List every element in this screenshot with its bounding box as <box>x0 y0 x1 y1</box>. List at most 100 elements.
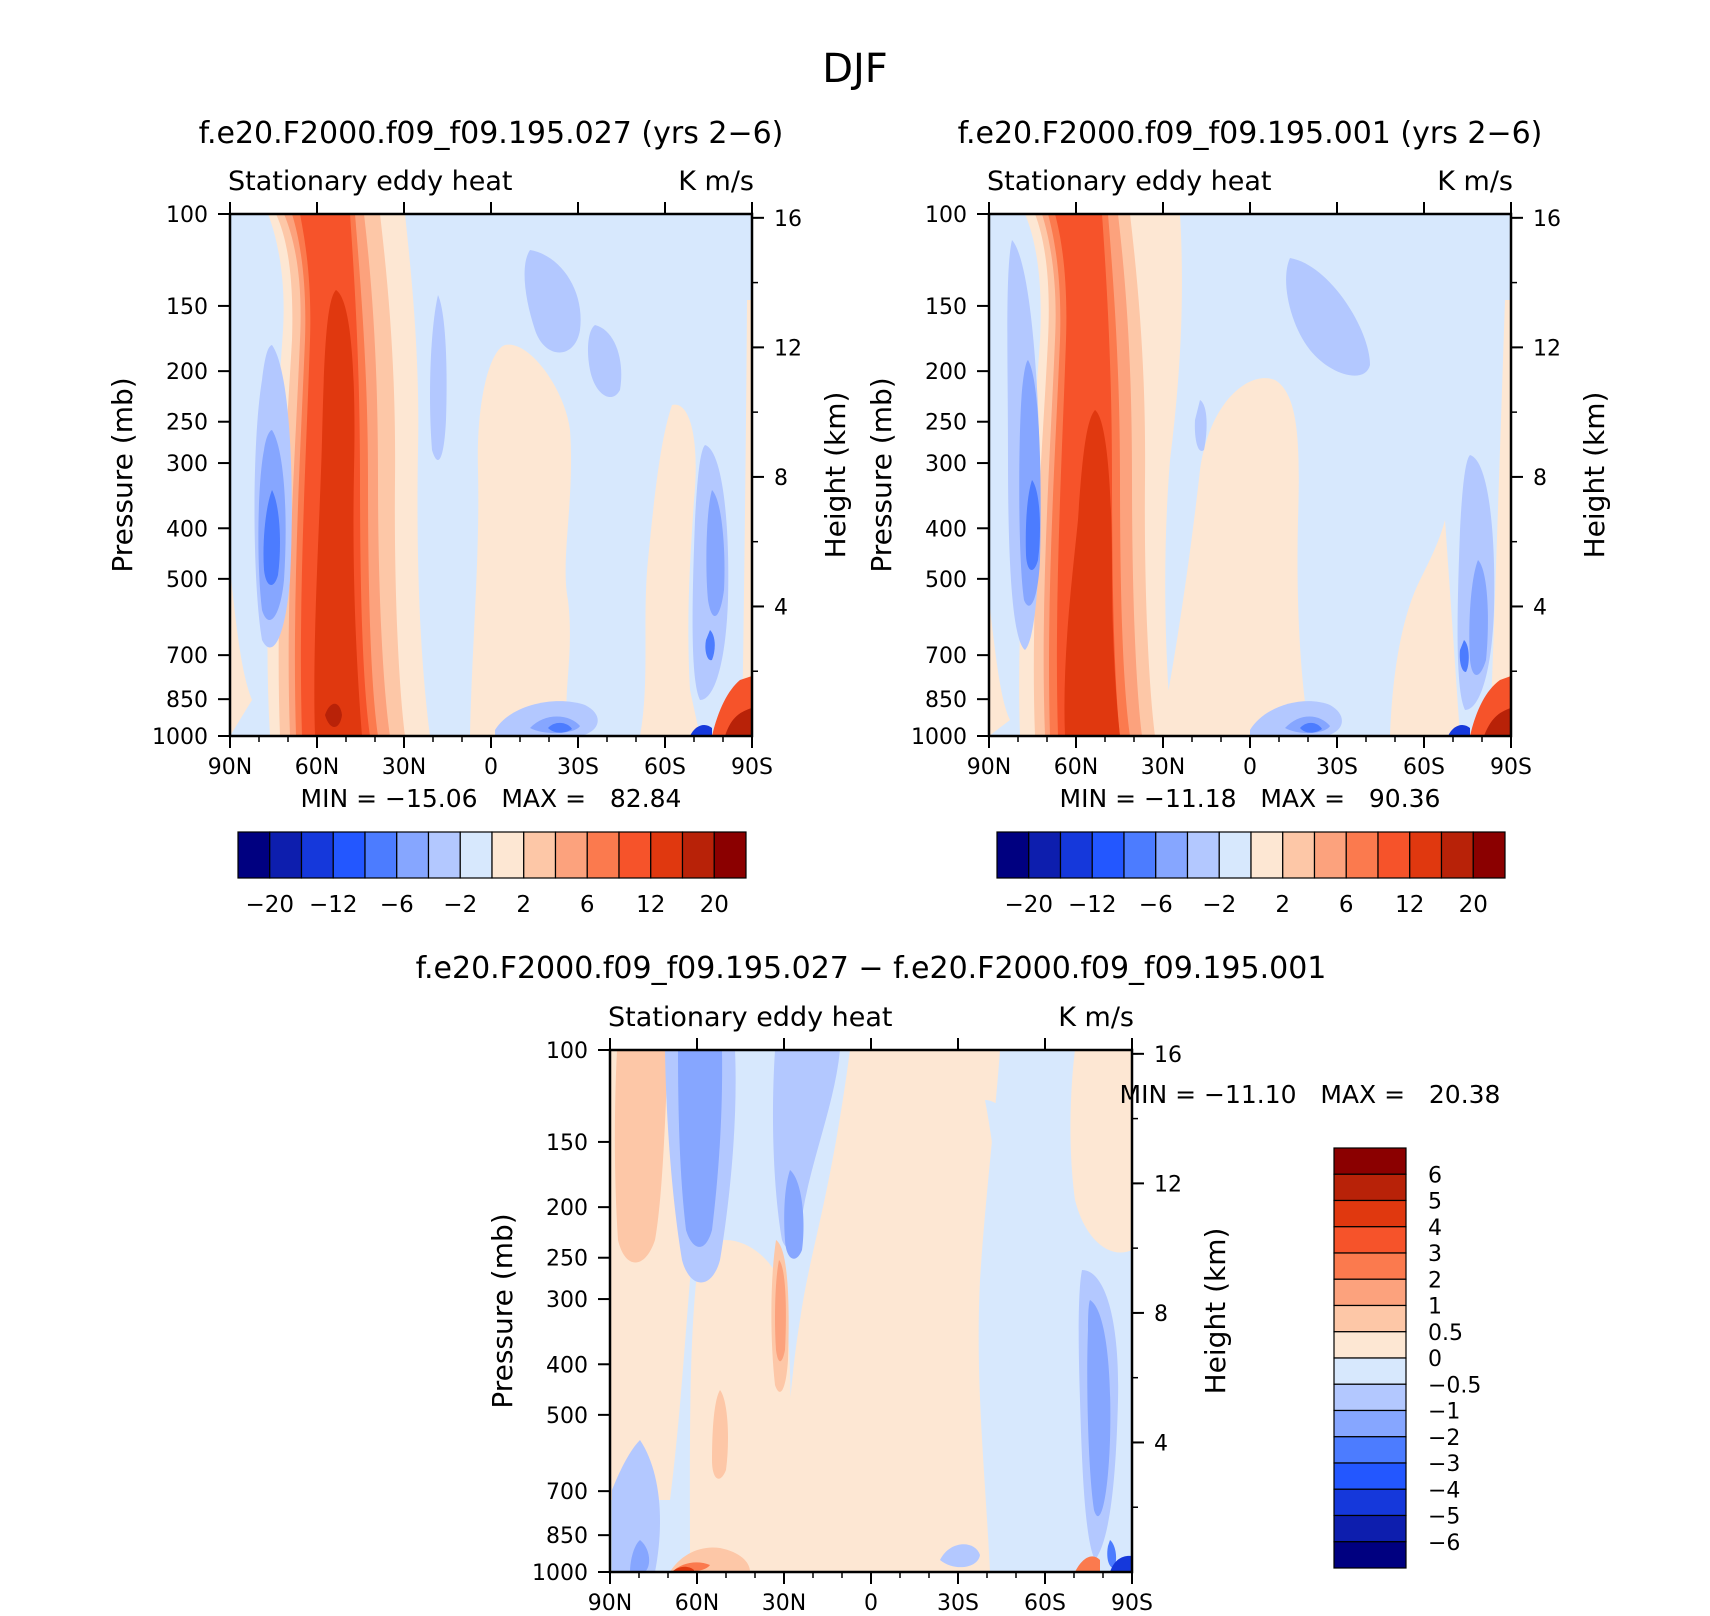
y-tick-label: 200 <box>166 360 208 385</box>
contour-positive-pole <box>1490 300 1511 736</box>
panel-subtitle-right: K m/s <box>1437 166 1513 197</box>
contour-neg-blob-b <box>587 325 622 398</box>
x-tick-label: 90N <box>208 755 252 780</box>
x-tick-label: 90S <box>1490 755 1532 780</box>
colorbar-swatch <box>1333 1383 1407 1412</box>
x-tick-label: 60S <box>644 755 686 780</box>
y-tick-label: 400 <box>546 1353 588 1378</box>
colorbar-swatch <box>681 831 715 879</box>
y-tick-label: 200 <box>546 1196 588 1221</box>
y-tick-label: 300 <box>166 452 208 477</box>
colorbar-label: 1 <box>1428 1295 1442 1320</box>
panel-subtitle-right: K m/s <box>1058 1002 1134 1033</box>
colorbar-label: 12 <box>636 892 665 918</box>
x-tick-label: 60N <box>1054 755 1098 780</box>
height-tick-label: 4 <box>1154 1431 1168 1456</box>
height-tick-label: 4 <box>1533 595 1547 620</box>
contour-neg-blob-b <box>1194 400 1207 451</box>
contour-band-16 <box>1064 410 1120 736</box>
contour-positive-south <box>1390 520 1460 736</box>
colorbar-label: −20 <box>1004 892 1053 918</box>
contour-neutral-lane <box>985 1100 1047 1572</box>
y-tick-label: 150 <box>166 295 208 320</box>
colorbar-swatch <box>1333 1147 1407 1175</box>
colorbar-swatch <box>300 831 334 879</box>
colorbar-swatch <box>1333 1514 1407 1543</box>
height-tick-label: 8 <box>1154 1302 1168 1327</box>
y-tick-label: 700 <box>546 1480 588 1505</box>
x-tick-label: 90N <box>588 1591 632 1616</box>
contour-pos-surface-3 <box>672 1566 694 1572</box>
y-tick-label: 300 <box>546 1288 588 1313</box>
colorbar-swatch <box>332 831 366 879</box>
colorbar-swatch <box>364 831 398 879</box>
contour-neg-south-2 <box>706 490 725 617</box>
x-tick-label: 30N <box>382 755 426 780</box>
colorbar-label: −5 <box>1428 1505 1460 1530</box>
contour-neg-blob-a <box>524 250 581 353</box>
colorbar-swatch <box>1345 831 1379 879</box>
contour-positive-tropics <box>1160 378 1310 736</box>
min-max-label: MIN = −15.06 MAX = 82.84 <box>301 784 682 813</box>
x-tick-label: 30S <box>1316 755 1358 780</box>
y-tick-label: 700 <box>925 644 967 669</box>
y-tick-label: 850 <box>546 1524 588 1549</box>
contour-neg-surface-3 <box>1300 722 1322 733</box>
colorbar-label: 5 <box>1428 1190 1442 1215</box>
height-tick-label: 12 <box>1154 1172 1182 1197</box>
contour-pos-south-surface <box>1075 1556 1100 1572</box>
colorbar-swatch <box>1250 831 1284 879</box>
colorbar-swatch <box>459 831 493 879</box>
panel-title: f.e20.F2000.f09_f09.195.027 − f.e20.F200… <box>416 951 1327 986</box>
contour-neg-lowlevel <box>612 1440 660 1572</box>
colorbar-swatch <box>554 831 588 879</box>
colorbar-swatch <box>1333 1199 1407 1228</box>
y-tick-label: 100 <box>925 203 967 228</box>
colorbar-label: −2 <box>1428 1426 1460 1451</box>
y-axis-label: Pressure (mb) <box>106 377 139 572</box>
y-tick-label: 100 <box>546 1039 588 1064</box>
x-tick-label: 90S <box>731 755 773 780</box>
colorbar-swatch <box>1123 831 1157 879</box>
colorbar-swatch <box>1091 831 1125 879</box>
x-tick-label: 30N <box>1141 755 1185 780</box>
height-tick-label: 8 <box>1533 466 1547 491</box>
colorbar-label: −12 <box>309 892 358 918</box>
contour-neg-south-corner <box>1448 724 1470 736</box>
contour-positive-wide <box>780 1050 1000 1572</box>
colorbar-swatch <box>1333 1278 1407 1307</box>
contour-positive-pole <box>742 300 752 736</box>
x-tick-label: 60N <box>295 755 339 780</box>
min-max-label: MIN = −11.18 MAX = 90.36 <box>1060 784 1441 813</box>
colorbar-swatch <box>1028 831 1062 879</box>
contour-neg-blob-a <box>1286 258 1370 376</box>
colorbar-label: −1 <box>1428 1400 1460 1425</box>
colorbar-swatch <box>1313 831 1347 879</box>
colorbar-swatch <box>1059 831 1093 879</box>
colorbar-swatch <box>1333 1304 1407 1333</box>
y-tick-label: 150 <box>546 1131 588 1156</box>
colorbar-swatch <box>1440 831 1474 879</box>
colorbar-swatch <box>1333 1173 1407 1202</box>
x-tick-label: 30N <box>762 1591 806 1616</box>
colorbar-swatch <box>1333 1357 1407 1385</box>
y-tick-label: 850 <box>925 688 967 713</box>
contour-positive-nh <box>989 600 1010 736</box>
colorbar-swatch <box>586 831 620 879</box>
figure-title: DJF <box>822 46 888 92</box>
min-max-label: MIN = −11.10 MAX = 20.38 <box>1120 1080 1501 1109</box>
contour-positive-tropics <box>470 344 572 736</box>
panel-top-left: f.e20.F2000.f09_f09.195.027 (yrs 2−6) St… <box>106 116 852 918</box>
y-axis-label: Pressure (mb) <box>865 377 898 572</box>
colorbar-swatch <box>996 831 1030 879</box>
colorbar-swatch <box>1333 1226 1407 1254</box>
colorbar-swatch <box>1155 831 1189 879</box>
contour-neg-lowlevel-2 <box>630 1540 650 1572</box>
y-tick-label: 250 <box>546 1247 588 1272</box>
colorbar-swatch <box>618 831 652 879</box>
colorbar-label: −4 <box>1428 1478 1460 1503</box>
